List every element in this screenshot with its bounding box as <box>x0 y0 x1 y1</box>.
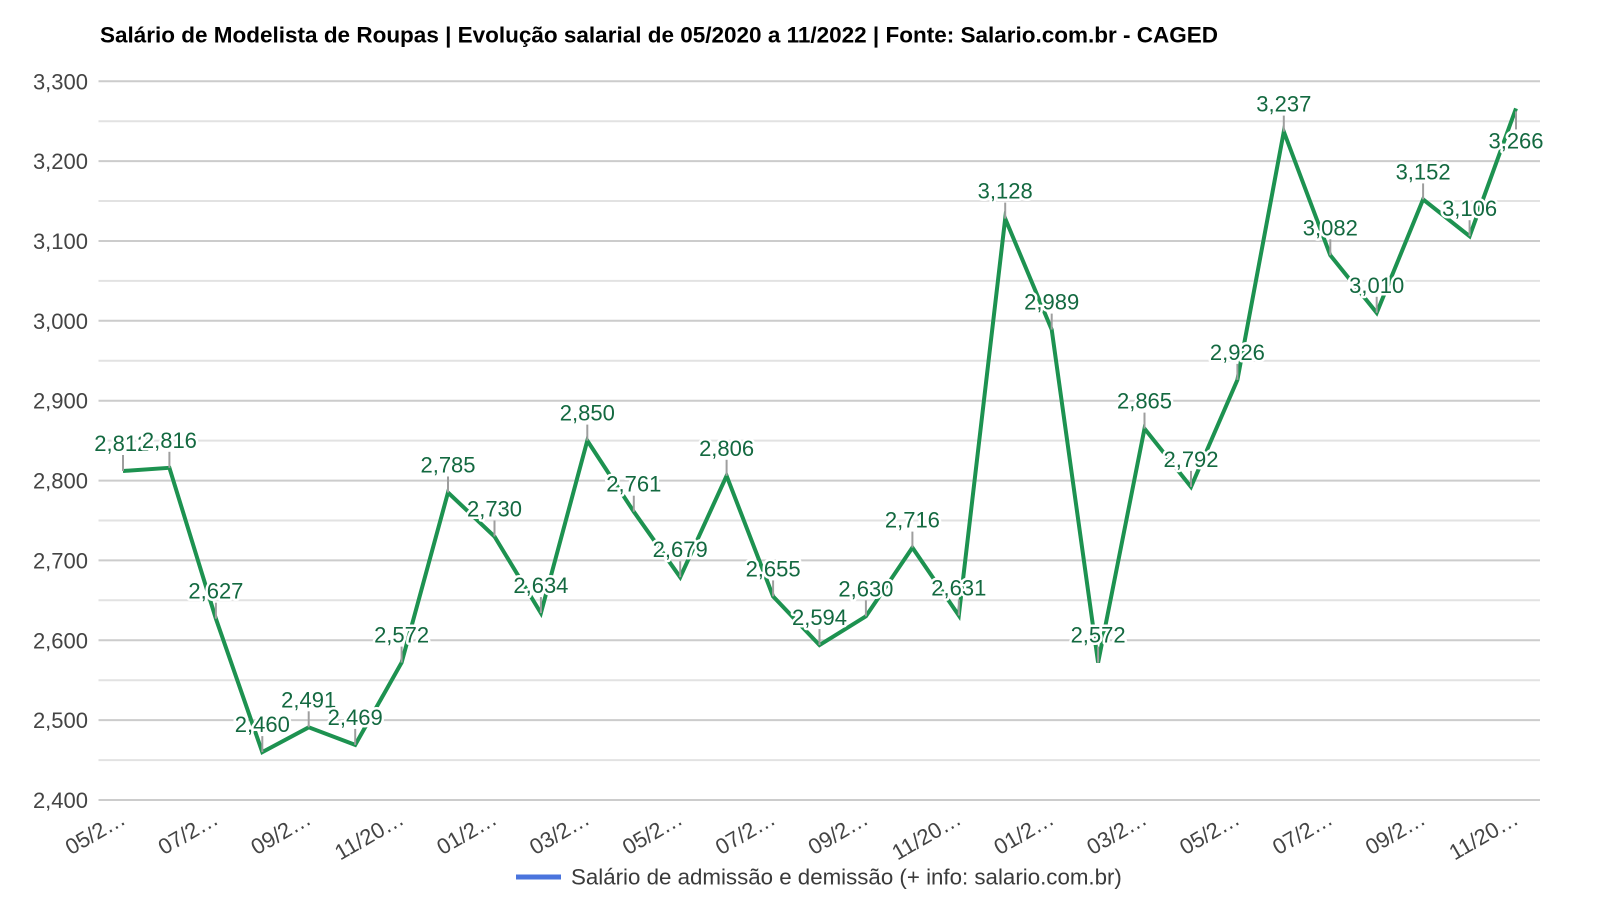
svg-text:3,237: 3,237 <box>1256 92 1311 117</box>
svg-text:3,000: 3,000 <box>33 309 88 334</box>
svg-text:2,800: 2,800 <box>33 469 88 494</box>
svg-text:2,460: 2,460 <box>235 712 290 737</box>
svg-text:2,572: 2,572 <box>374 623 429 648</box>
svg-text:2,572: 2,572 <box>1071 623 1126 648</box>
svg-text:3,300: 3,300 <box>33 69 88 94</box>
svg-text:2,634: 2,634 <box>513 573 568 598</box>
svg-text:3,100: 3,100 <box>33 229 88 254</box>
svg-text:2,816: 2,816 <box>142 428 197 453</box>
svg-text:2,989: 2,989 <box>1024 290 1079 315</box>
svg-text:2,600: 2,600 <box>33 628 88 653</box>
svg-text:2,594: 2,594 <box>792 605 847 630</box>
svg-text:3,106: 3,106 <box>1442 196 1497 221</box>
svg-text:2,655: 2,655 <box>746 556 801 581</box>
svg-text:2,631: 2,631 <box>931 576 986 601</box>
svg-text:2,469: 2,469 <box>328 705 383 730</box>
svg-text:3,010: 3,010 <box>1349 273 1404 298</box>
svg-text:2,400: 2,400 <box>33 788 88 813</box>
svg-text:2,785: 2,785 <box>420 453 475 478</box>
svg-text:2,730: 2,730 <box>467 497 522 522</box>
svg-text:2,491: 2,491 <box>281 687 336 712</box>
svg-text:Salário de admissão e demissão: Salário de admissão e demissão (+ info: … <box>571 865 1122 890</box>
svg-text:2,806: 2,806 <box>699 436 754 461</box>
svg-text:2,812: 2,812 <box>94 431 149 456</box>
svg-text:3,200: 3,200 <box>33 149 88 174</box>
svg-text:2,500: 2,500 <box>33 708 88 733</box>
svg-text:3,266: 3,266 <box>1488 128 1543 153</box>
svg-text:2,761: 2,761 <box>606 472 661 497</box>
svg-text:2,926: 2,926 <box>1210 340 1265 365</box>
svg-text:3,128: 3,128 <box>978 179 1033 204</box>
svg-text:2,792: 2,792 <box>1163 447 1218 472</box>
svg-text:2,900: 2,900 <box>33 389 88 414</box>
svg-text:2,716: 2,716 <box>885 508 940 533</box>
svg-text:3,152: 3,152 <box>1396 159 1451 184</box>
svg-text:2,630: 2,630 <box>838 576 893 601</box>
svg-text:Salário de Modelista de Roupas: Salário de Modelista de Roupas | Evoluçã… <box>100 23 1218 48</box>
svg-text:3,082: 3,082 <box>1303 215 1358 240</box>
svg-text:2,679: 2,679 <box>653 537 708 562</box>
svg-text:2,865: 2,865 <box>1117 389 1172 414</box>
svg-text:2,627: 2,627 <box>188 579 243 604</box>
svg-text:2,700: 2,700 <box>33 548 88 573</box>
svg-text:2,850: 2,850 <box>560 401 615 426</box>
